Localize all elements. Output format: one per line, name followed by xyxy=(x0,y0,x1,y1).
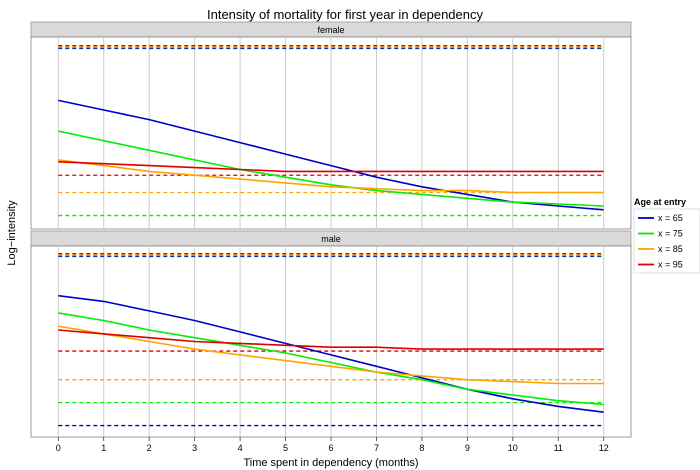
legend: Age at entry x = 65 x = 75 x = 85 x = 95 xyxy=(633,197,700,274)
x-tick-label: 2 xyxy=(147,443,152,453)
x-axis: 0 1 2 3 4 5 6 7 8 9 10 11 12 xyxy=(56,437,609,453)
legend-label: x = 85 xyxy=(658,244,683,254)
x-axis-label: Time spent in dependency (months) xyxy=(243,457,418,469)
x-tick-label: 4 xyxy=(238,443,243,453)
series-line xyxy=(58,159,604,194)
chart-title: Intensity of mortality for first year in… xyxy=(207,7,484,22)
x-tick-label: 3 xyxy=(192,443,197,453)
x-tick-label: 5 xyxy=(283,443,288,453)
series-line xyxy=(58,161,604,173)
legend-label: x = 65 xyxy=(658,213,683,223)
panel-female: female xyxy=(30,21,632,234)
x-tick-label: 6 xyxy=(328,443,333,453)
x-tick-label: 9 xyxy=(465,443,470,453)
series-line xyxy=(58,312,604,406)
panel-label: male xyxy=(321,234,341,244)
x-tick-label: 10 xyxy=(508,443,518,453)
x-tick-label: 12 xyxy=(599,443,609,453)
x-tick-label: 8 xyxy=(419,443,424,453)
legend-label: x = 95 xyxy=(658,260,683,270)
legend-label: x = 75 xyxy=(658,229,683,239)
x-tick-label: 11 xyxy=(554,443,563,453)
x-tick-label: 7 xyxy=(374,443,379,453)
y-axis-label: Log−intensity xyxy=(6,200,18,266)
legend-box xyxy=(633,208,700,274)
legend-title: Age at entry xyxy=(634,197,686,207)
x-tick-label: 1 xyxy=(101,443,106,453)
x-tick-label: 0 xyxy=(56,443,61,453)
series-line xyxy=(58,325,604,385)
series-line xyxy=(58,329,604,350)
panel-male: male xyxy=(30,230,632,438)
series-line xyxy=(58,294,604,413)
series-line xyxy=(58,130,604,207)
panel-label: female xyxy=(317,25,344,35)
